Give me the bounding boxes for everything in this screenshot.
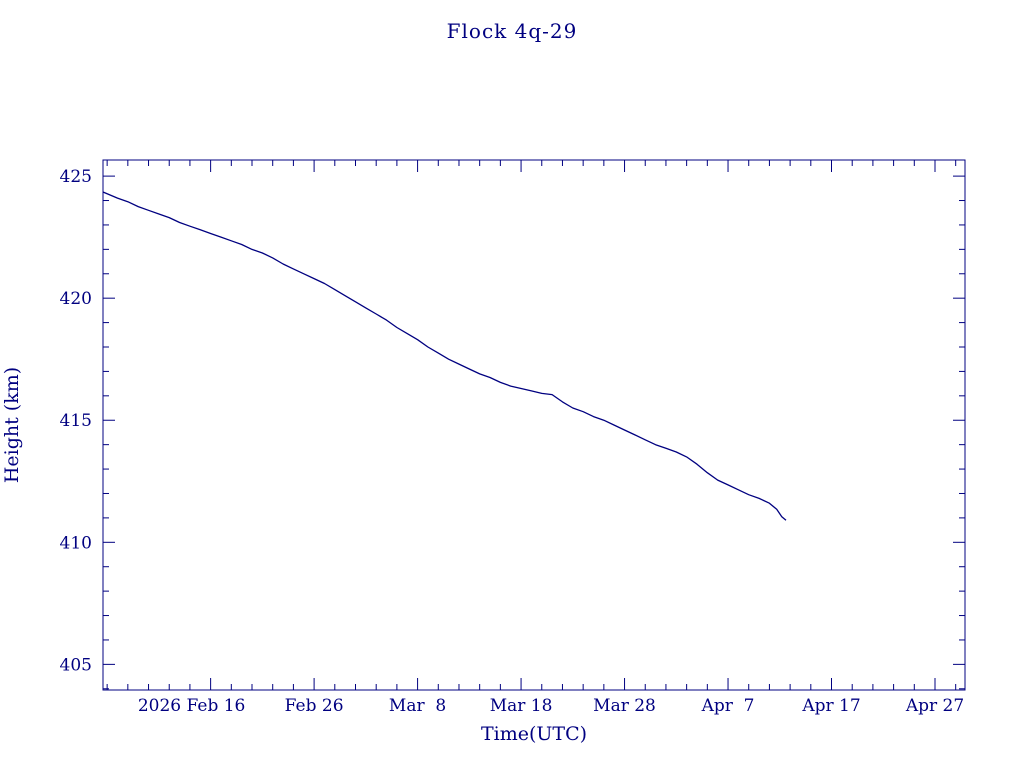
height-series-line (102, 191, 787, 521)
y-tick-label: 425 (60, 167, 92, 187)
plot-frame (102, 159, 966, 691)
x-tick-label: Mar 28 (593, 696, 656, 716)
y-tick-label: 415 (60, 411, 92, 431)
x-tick-label: Feb 26 (285, 696, 344, 716)
x-tick-label: 2026 Feb 16 (138, 696, 246, 716)
chart-title: Flock 4q-29 (447, 19, 578, 43)
x-tick-label: Mar 8 (389, 696, 446, 716)
y-tick-label: 405 (60, 655, 92, 675)
y-tick-label: 420 (60, 289, 92, 309)
x-tick-label: Mar 18 (490, 696, 553, 716)
x-tick-label: Apr 17 (801, 696, 860, 716)
x-tick-label: Apr 27 (905, 696, 964, 716)
y-axis-label: Height (km) (1, 367, 23, 483)
y-tick-label: 410 (60, 533, 92, 553)
x-axis-label: Time(UTC) (481, 723, 587, 745)
x-tick-label: Apr 7 (701, 696, 755, 716)
